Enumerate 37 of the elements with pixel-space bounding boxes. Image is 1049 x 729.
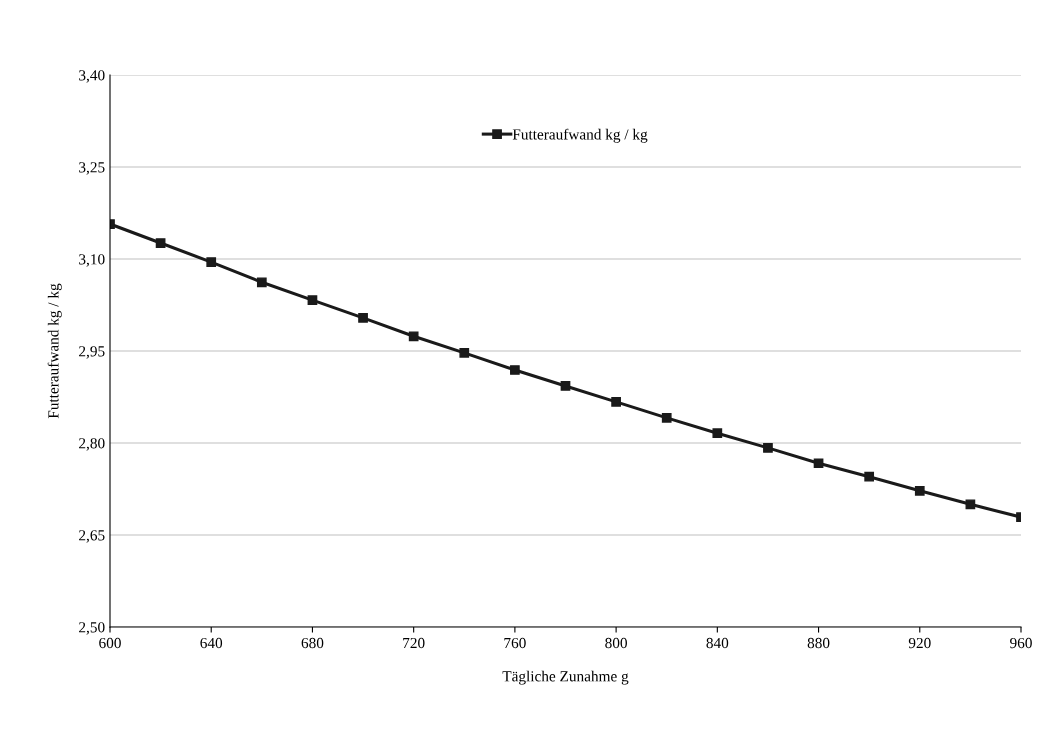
point xyxy=(611,397,621,407)
point xyxy=(965,499,976,510)
x-tick-label: 680 xyxy=(301,637,324,649)
y-tick-label: 3,40 xyxy=(79,70,105,83)
x-tick-label: 920 xyxy=(908,637,931,649)
x-tick-label: 640 xyxy=(200,637,223,649)
x-tick-label: 720 xyxy=(403,637,425,649)
y-tick-label: 2,65 xyxy=(79,530,105,543)
point xyxy=(408,331,419,342)
point xyxy=(914,485,925,496)
x-tick-label: 760 xyxy=(504,637,526,649)
point xyxy=(459,347,470,358)
point xyxy=(712,428,723,439)
legend-label: Futteraufwand kg / kg xyxy=(512,128,648,143)
x-axis-title: Tägliche Zunahme g xyxy=(502,670,629,685)
point xyxy=(358,313,368,323)
x-tick-label: 960 xyxy=(1010,637,1032,649)
point xyxy=(510,365,520,375)
x-tick-label: 600 xyxy=(99,637,121,649)
point xyxy=(864,471,875,482)
y-tick-label: 3,25 xyxy=(79,162,105,175)
y-axis-title: Futteraufwand kg / kg xyxy=(47,283,62,419)
point xyxy=(763,443,773,453)
point xyxy=(560,381,571,391)
y-tick-label: 2,50 xyxy=(79,622,105,635)
point xyxy=(307,295,318,305)
x-tick-label: 880 xyxy=(807,637,830,649)
point xyxy=(206,257,217,267)
y-tick-label: 3,10 xyxy=(79,254,105,267)
point xyxy=(256,277,267,288)
x-tick-label: 800 xyxy=(605,637,627,649)
point xyxy=(155,238,166,248)
point xyxy=(661,412,672,423)
x-tick-label: 840 xyxy=(706,637,729,649)
point xyxy=(813,458,824,469)
y-tick-label: 2,95 xyxy=(79,346,105,359)
y-tick-label: 2,80 xyxy=(79,438,105,451)
